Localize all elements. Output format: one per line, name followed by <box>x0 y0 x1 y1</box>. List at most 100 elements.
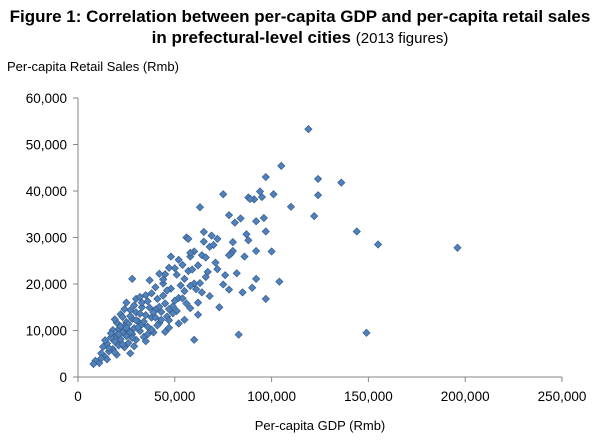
data-point <box>313 174 323 184</box>
x-axis-label: Per-capita GDP (Rmb) <box>254 418 386 433</box>
data-point <box>130 301 139 310</box>
data-point <box>224 251 234 260</box>
data-point <box>176 281 185 290</box>
tick-labels: 0 10,000 20,000 30,000 40,000 50,000 60,000 0 50… <box>26 91 587 404</box>
data-point <box>106 333 116 342</box>
data-point <box>275 277 284 286</box>
data-point <box>147 325 156 334</box>
data-point <box>193 261 203 270</box>
data-point <box>126 349 135 358</box>
data-point <box>172 306 181 316</box>
data-point <box>162 286 172 295</box>
y-axis-label: Per-capita Retail Sales (Rmb) <box>7 59 179 74</box>
data-point <box>149 308 158 317</box>
data-point <box>193 298 203 307</box>
data-point <box>186 248 195 257</box>
data-point <box>104 344 114 353</box>
data-point <box>153 294 162 303</box>
data-point <box>246 194 255 203</box>
data-point <box>159 279 168 288</box>
data-point <box>252 246 261 256</box>
data-point <box>143 297 152 306</box>
data-point <box>252 274 261 283</box>
data-point <box>195 278 205 288</box>
data-point <box>151 283 160 292</box>
data-point <box>110 315 119 324</box>
data-point <box>128 333 137 343</box>
data-point <box>128 274 137 283</box>
data-point <box>269 190 278 199</box>
data-point <box>178 294 187 303</box>
data-point <box>135 292 145 302</box>
data-point <box>159 291 168 300</box>
data-point <box>116 322 125 331</box>
data-point <box>166 284 176 293</box>
x-tick-label: 150,000 <box>344 389 393 404</box>
data-point <box>153 321 162 330</box>
data-point <box>277 161 286 170</box>
y-tick-label: 20,000 <box>26 277 67 292</box>
data-point <box>155 269 164 278</box>
data-point <box>184 234 193 243</box>
data-point <box>147 289 156 298</box>
data-point <box>453 243 462 252</box>
y-tick-label: 30,000 <box>26 231 67 246</box>
data-point <box>101 336 110 345</box>
data-point <box>106 329 116 338</box>
data-point <box>267 247 276 256</box>
data-point <box>240 252 249 261</box>
data-point <box>141 337 150 346</box>
data-point <box>159 275 168 284</box>
data-point <box>131 316 141 325</box>
data-point <box>133 323 143 332</box>
data-point <box>141 291 150 300</box>
data-point <box>180 286 189 296</box>
data-point <box>118 312 127 322</box>
data-point <box>99 342 108 351</box>
data-point <box>143 330 152 339</box>
data-point <box>209 240 218 250</box>
data-point <box>155 302 164 311</box>
data-point <box>164 263 174 272</box>
data-point <box>130 342 139 351</box>
data-point <box>168 309 177 318</box>
chart-title-sub: (2013 figures) <box>355 30 449 47</box>
x-tick-label: 250,000 <box>538 389 587 404</box>
data-point <box>170 264 179 273</box>
chart-title: Figure 1: Correlation between per-capita… <box>0 6 600 49</box>
data-point <box>362 328 371 337</box>
data-point <box>313 191 323 200</box>
data-point <box>145 276 154 285</box>
data-point <box>157 315 166 324</box>
y-tick-label: 40,000 <box>26 184 67 199</box>
data-point <box>166 252 176 261</box>
data-point <box>164 323 174 332</box>
axes <box>73 97 563 382</box>
y-tick-label: 0 <box>59 370 67 385</box>
data-point <box>252 217 261 226</box>
data-point <box>337 178 346 187</box>
data-point <box>201 253 210 262</box>
data-point <box>195 203 205 212</box>
data-point <box>352 227 361 236</box>
data-point <box>261 172 270 182</box>
data-point <box>211 258 220 267</box>
data-point <box>224 285 234 294</box>
data-point <box>213 234 222 243</box>
data-point <box>197 288 206 297</box>
data-point <box>242 230 251 239</box>
x-tick-label: 0 <box>74 389 82 404</box>
data-point <box>219 280 228 289</box>
data-point <box>228 238 237 247</box>
data-point <box>174 255 183 264</box>
data-point <box>137 303 146 312</box>
data-point <box>124 338 133 348</box>
data-point <box>234 330 243 339</box>
data-point <box>157 307 166 316</box>
data-point <box>232 269 241 278</box>
data-point <box>257 192 267 202</box>
data-point <box>161 299 170 308</box>
data-point <box>310 212 319 221</box>
data-point <box>174 319 183 328</box>
